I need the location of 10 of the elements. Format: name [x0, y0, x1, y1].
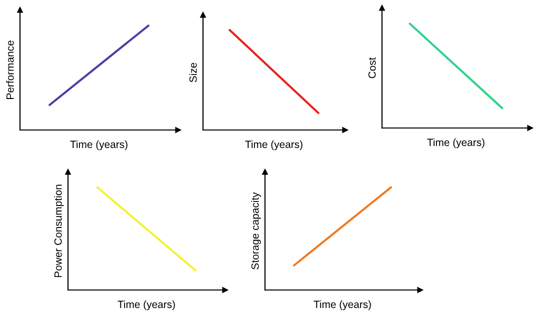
x-axis-title: Time (years): [427, 138, 484, 148]
y-axis-title: Storage capacity: [251, 192, 261, 270]
y-axis-title: Power Consumption: [54, 184, 64, 278]
x-axis-title: Time (years): [245, 140, 302, 150]
y-axis-title: Size: [189, 62, 197, 82]
x-axis-title: Time (years): [118, 300, 175, 310]
y-axis-title: Cost: [368, 57, 376, 78]
y-axis-title: Performance: [6, 40, 14, 99]
x-axis-title: Time (years): [314, 300, 371, 310]
x-axis-title: Time (years): [70, 140, 128, 150]
